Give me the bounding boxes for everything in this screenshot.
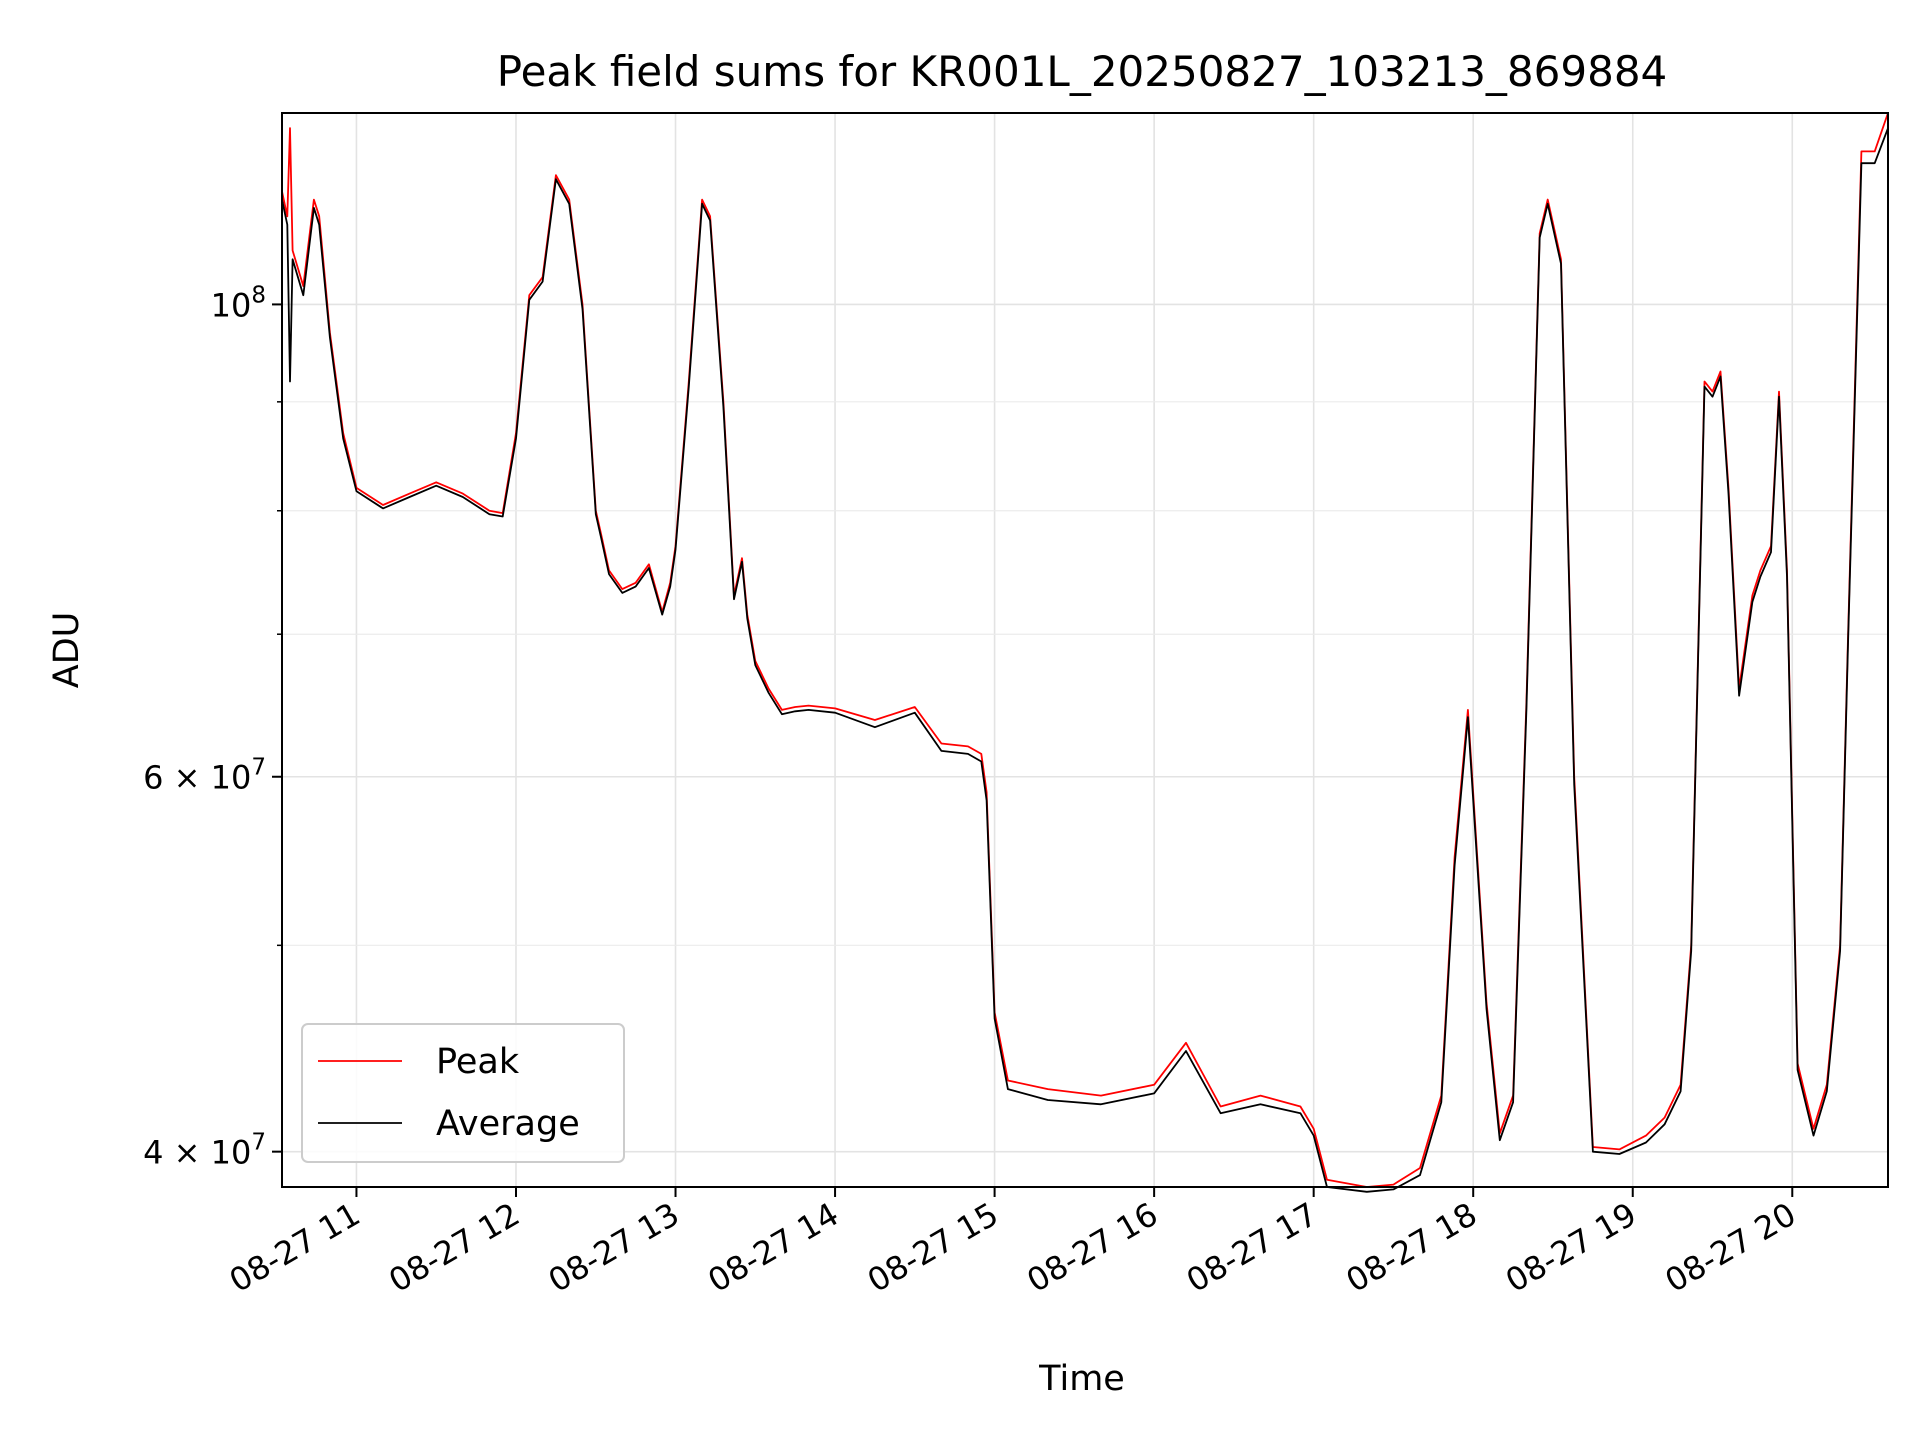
plot-lines [281,112,1889,1193]
legend-label-average: Average [436,1104,580,1144]
y-axis-label: ADU [47,612,87,689]
legend-box [301,1023,625,1163]
legend: Peak Average [301,1023,625,1163]
series-line-average [281,127,1889,1193]
x-axis-label: Time [1038,1359,1125,1399]
plot-frame [281,112,1889,1188]
y-tick-label: 4 × 107 [143,1130,266,1172]
y-tick-label: 6 × 107 [143,755,266,797]
y-axis-ticks: 4 × 107 6 × 107 108 [143,282,282,1172]
grid [282,113,1888,1187]
chart-title: Peak field sums for KR001L_20250827_1032… [497,47,1668,96]
legend-label-peak: Peak [436,1042,520,1082]
y-tick-label: 108 [211,282,266,324]
